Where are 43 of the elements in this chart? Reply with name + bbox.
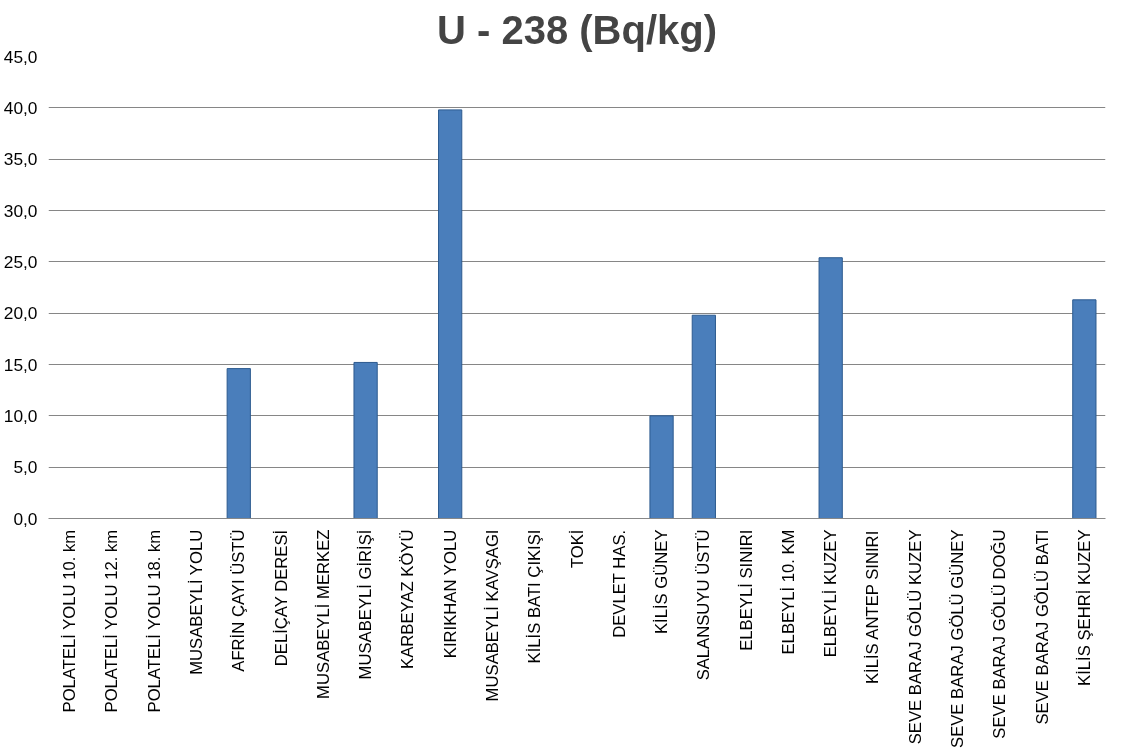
x-tick-label: ELBEYLİ 10. KM [778, 529, 798, 655]
x-tick-label: POLATELİ YOLU 10. km [60, 529, 80, 713]
bar [818, 257, 843, 519]
x-tick-label: AFRİN ÇAYI ÜSTÜ [229, 529, 249, 672]
y-tick-label: 40,0 [3, 97, 38, 118]
x-tick-label: TOKİ [567, 529, 587, 569]
y-tick-label: 20,0 [3, 303, 38, 324]
y-tick-label: 25,0 [3, 251, 38, 272]
x-tick-label: KİLİS GÜNEY [652, 529, 672, 635]
x-tick-label: KİLİS ŞEHRİ KUZEY [1074, 529, 1094, 686]
x-tick-label: KİLİS ANTEP SINIRI [863, 530, 883, 685]
x-tick-label: SEVE BARAJ GÖLÜ DOĞU [990, 529, 1010, 739]
x-tick-label: SEVE BARAJ GÖLÜ GÜNEY [948, 529, 968, 748]
bar [691, 314, 716, 519]
x-tick-label: POLATELİ YOLU 18. km [144, 529, 164, 713]
bar [353, 361, 378, 519]
y-tick-label: 35,0 [3, 149, 38, 170]
x-tick-label: KİLİS BATI ÇIKIŞI [525, 529, 545, 664]
y-tick-label: 5,0 [13, 457, 38, 478]
x-tick-label: ELBEYLİ SINIRI [736, 529, 756, 651]
bar [1072, 299, 1097, 519]
x-tick-label: KIRIKHAN YOLU [440, 529, 460, 659]
x-tick-label: MUSABEYLİ GİRİŞİ [356, 529, 376, 680]
x-tick-label: MUSABEYLİ YOLU [186, 529, 206, 675]
x-tick-label: MUSABEYLİ KAVŞAGI [482, 529, 502, 702]
bar [649, 415, 674, 519]
bar [438, 109, 463, 519]
y-tick-label: 15,0 [3, 354, 38, 375]
chart-title: U - 238 (Bq/kg) [436, 7, 718, 52]
x-tick-label: SEVE BARAJ GÖLÜ BATI [1032, 529, 1052, 725]
x-tick-label: POLATELİ YOLU 12. km [102, 529, 122, 713]
x-tick-label: KARBEYAZ KÖYÜ [398, 529, 418, 669]
bar [226, 368, 251, 519]
x-tick-label: SALANSUYU ÜSTÜ [694, 529, 714, 681]
y-tick-label: 0,0 [13, 508, 38, 529]
x-tick-label: SEVE BARAJ GÖLÜ KUZEY [905, 529, 925, 745]
x-tick-label: ELBEYLİ KUZEY [821, 529, 841, 658]
y-tick-label: 30,0 [3, 200, 38, 221]
x-tick-label: DELİÇAY DERESİ [271, 529, 291, 667]
y-tick-label: 10,0 [3, 405, 38, 426]
x-tick-label: DEVLET HAS. [609, 529, 629, 638]
x-tick-label: MUSABEYLİ MERKEZ [313, 529, 333, 699]
y-tick-label: 45,0 [3, 46, 38, 67]
